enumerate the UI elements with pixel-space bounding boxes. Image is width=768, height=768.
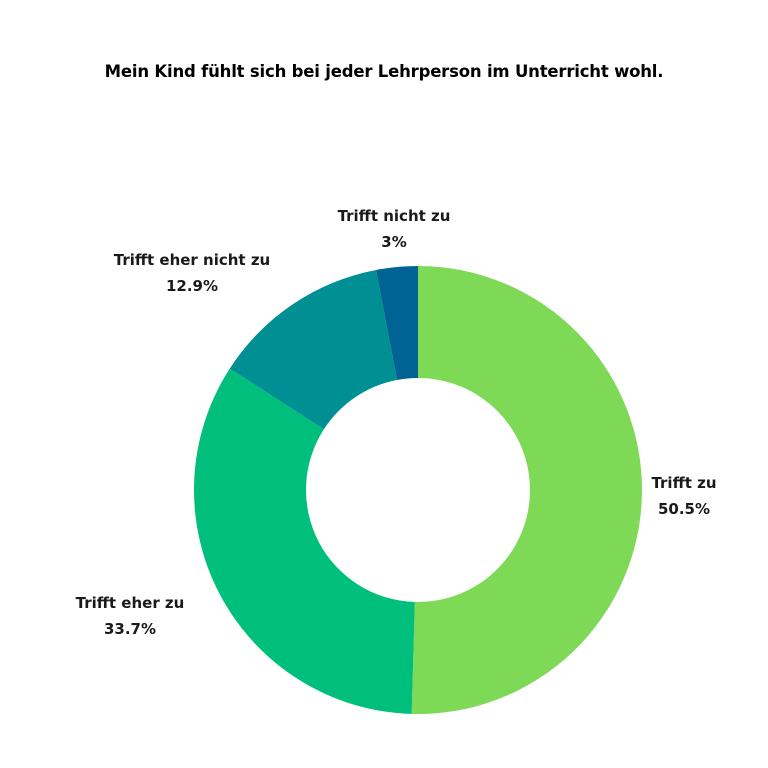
slice-trifft-eher-nicht-zu [229, 269, 398, 430]
donut-slices [194, 266, 642, 714]
slice-trifft-eher-zu [194, 368, 415, 714]
slice-label-value: 12.9% [166, 277, 218, 295]
slice-label-value: 3% [381, 233, 406, 251]
slice-label-name: Trifft nicht zu [338, 207, 451, 225]
chart-title: Mein Kind fühlt sich bei jeder Lehrperso… [104, 62, 664, 81]
slice-label-name: Trifft eher zu [76, 594, 185, 612]
slice-label-name: Trifft zu [651, 474, 716, 492]
slice-trifft-nicht-zu [376, 266, 418, 380]
slice-trifft-zu [411, 266, 642, 714]
slice-label-value: 50.5% [658, 500, 710, 518]
slice-label-name: Trifft eher nicht zu [114, 251, 271, 269]
slice-labels: Trifft zu 50.5% Trifft eher zu 33.7% Trifft … [76, 207, 717, 638]
slice-label-value: 33.7% [104, 620, 156, 638]
